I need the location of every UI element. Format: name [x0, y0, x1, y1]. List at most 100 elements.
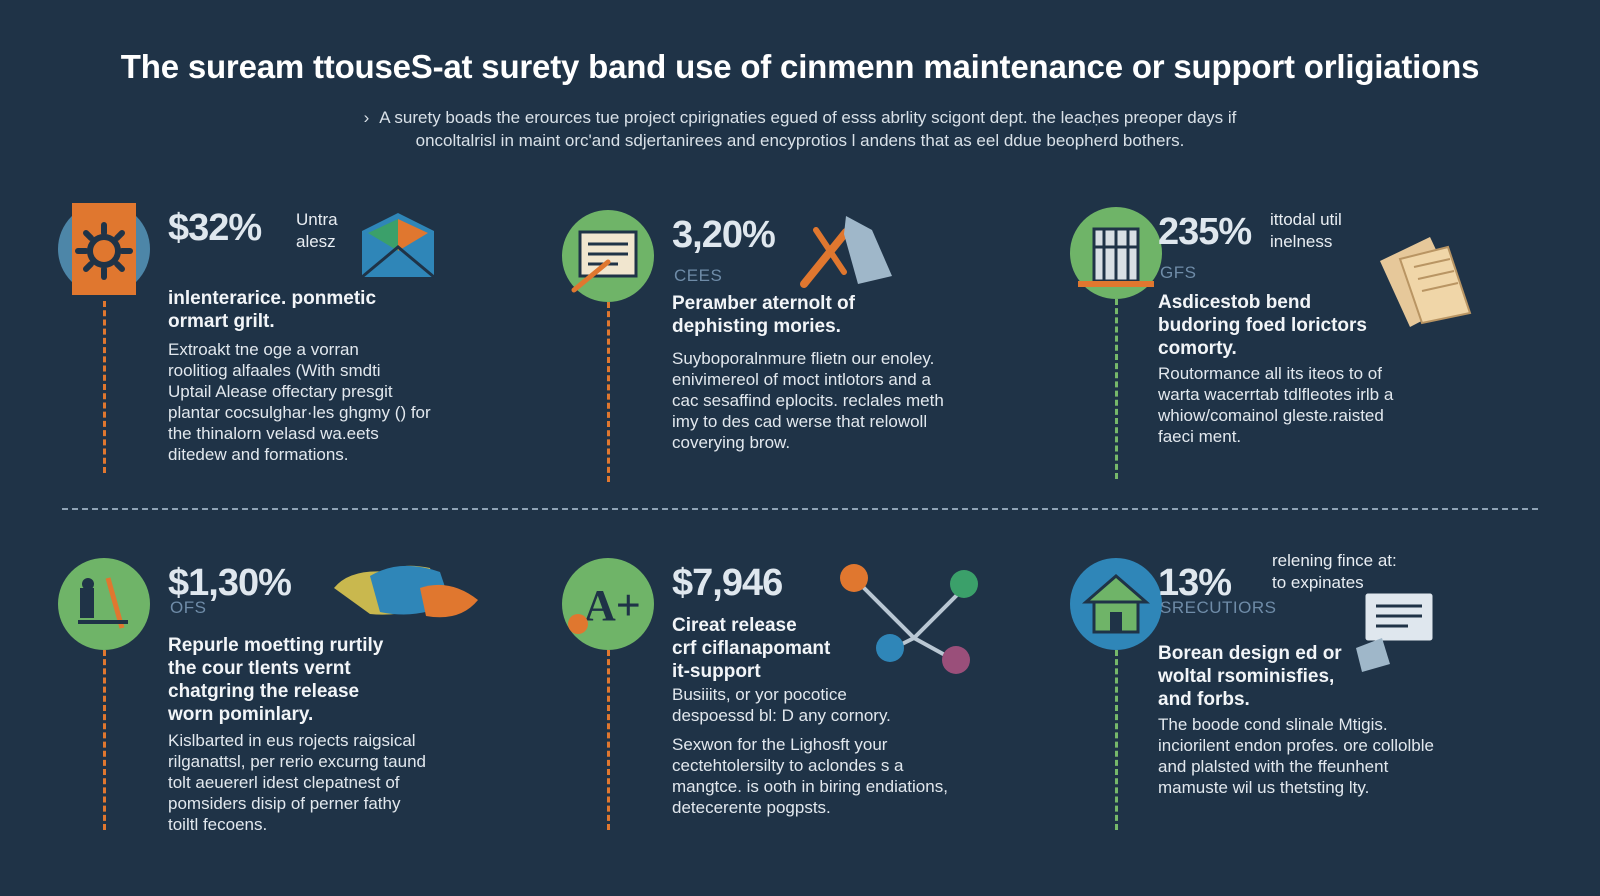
card-heading-line: it-support — [672, 661, 761, 682]
stat-note-line: inelness — [1270, 232, 1333, 251]
card-4: $1,30% OFS Repurle moetting rurtily the … — [58, 558, 538, 858]
stat-label: CEES — [674, 266, 723, 285]
card-body-line: and plalsted with the ffeunhent — [1158, 757, 1389, 776]
card-6: 13% relening fince at: to expinates SREC… — [1070, 551, 1550, 858]
papers-icon — [1380, 237, 1472, 327]
card-body-line: pomsiders disip of perner fathy — [168, 794, 401, 813]
timeline-line — [103, 301, 106, 473]
card-body-line: toiltl fecoens. — [168, 815, 268, 834]
card-body-line: The boode cond slinale Mtigis. — [1158, 715, 1388, 734]
card-subheading-line: despoessd bl: D any cornory. — [672, 706, 891, 725]
card-body-line: plantar cocsulghar·les ghgmy () for — [168, 403, 431, 422]
card-1: $32% Untra alesz inlenteraricе. ponmetic… — [58, 203, 538, 503]
card-2: 3,20% CEES Perамber aternolt of dephisti… — [562, 210, 1042, 510]
tools-icon — [78, 577, 128, 629]
card-body-line: Kislbarted in eus rojects raigsical — [168, 731, 416, 750]
card-subheading-line: Busiiits, or yor pocotice — [672, 685, 847, 704]
envelope-icon — [361, 213, 435, 279]
card-heading-line: Perамber aternolt of — [672, 293, 855, 314]
card-5: A+ $7,946 Cireat release crf ciflanapoma… — [562, 558, 1042, 858]
card-body-line: cac sesaffind eplocits. reclales meth — [672, 391, 944, 410]
card-body-line: mamuste wil us thetsting lty. — [1158, 778, 1370, 797]
svg-text:A+: A+ — [584, 581, 641, 630]
card-heading-line: dephisting mories. — [672, 316, 841, 337]
card-body-line: Routormance all its iteos to of — [1158, 364, 1382, 383]
stat-label: SRECUTIORS — [1160, 598, 1277, 617]
timeline-line — [607, 650, 610, 830]
document-pen-icon — [571, 230, 638, 293]
card-body-line: rilganattsl, per rerio excurng taund — [168, 752, 426, 771]
card-body-line: Sexwon for the Lighosft your — [672, 735, 888, 754]
card-heading-line: Cireat release — [672, 615, 797, 636]
card-body-line: detecerente pogpsts. — [672, 798, 831, 817]
card-heading: Asdicestob bend budoring foed lorictors … — [1158, 291, 1367, 360]
stat-note: Untra alesz — [296, 209, 338, 253]
house-icon — [1081, 574, 1151, 634]
card-body: Sexwon for the Lighosft your cectehtoler… — [672, 734, 948, 818]
card-body-line: roolitiog alfaales (With smdti — [168, 361, 381, 380]
card-heading-line: ormart grilt. — [168, 311, 275, 332]
card-body-line: tolt aeuererl idest clepatnest of — [168, 773, 400, 792]
card-heading-line: chatgring the release — [168, 681, 360, 702]
card-heading-line: worn pominlary. — [168, 704, 314, 725]
card-heading-line: woltal rsominisfies, — [1158, 666, 1335, 687]
stat-note: relening fince at: to expinates — [1272, 550, 1397, 594]
card-heading: Repurle moetting rurtily the cour tlents… — [168, 634, 383, 726]
card-3: 235% ittodal util inelness GFS Asdicesto… — [1070, 207, 1550, 507]
stat-value: 235% — [1158, 211, 1252, 253]
card-body-line: faeci ment. — [1158, 427, 1242, 446]
a-plus-icon-circle: A+ — [562, 558, 654, 650]
card-body-line: coverying brow. — [672, 433, 791, 452]
card-heading-line: the cour tlents vernt — [168, 658, 351, 679]
card-heading-line: Repurle moetting rurtily — [168, 635, 384, 656]
card-body: The boode cond slinale Mtigis. inciorile… — [1158, 714, 1434, 798]
card-body: Extroakt tne oge a vorran roolitiog alfa… — [168, 339, 431, 465]
molecule-icon — [840, 564, 978, 674]
card-body: Kislbarted in eus rojects raigsical rilg… — [168, 730, 426, 835]
gear-icon — [72, 203, 136, 295]
stat-note: ittodal util inelness — [1270, 209, 1342, 253]
card-body-line: imy to des cad werse that relowoll — [672, 412, 928, 431]
stat-value: $32% — [168, 207, 262, 249]
gear-icon-circle — [58, 203, 150, 295]
stat-note-line: to expinates — [1272, 573, 1364, 592]
stat-value: 3,20% — [672, 214, 776, 256]
card-heading-line: comorty. — [1158, 338, 1237, 359]
card-body-line: ditedew and formations. — [168, 445, 349, 464]
card-heading: Perамber aternolt of dephisting mories. — [672, 292, 855, 338]
stat-note-line: relening fince at: — [1272, 551, 1397, 570]
building-icon — [1078, 227, 1154, 287]
certificate-icon — [1356, 590, 1436, 672]
subtitle-line-2: oncoltalrisl in maint orc'and sdjertanir… — [415, 131, 1185, 150]
card-subheading: Busiiits, or yor pocotice despoessd bl: … — [672, 684, 891, 726]
stat-value: $7,946 — [672, 562, 783, 604]
card-body-line: Uptail Alease offectary presgit — [168, 382, 393, 401]
stat-note-line: ittodal util — [1270, 210, 1342, 229]
wrench-icon — [800, 216, 892, 288]
subtitle-line-1: A surety boads the erources tue project … — [379, 108, 1237, 127]
card-heading-line: inlenteraricе. ponmetic — [168, 288, 377, 309]
a-plus-icon: A+ — [568, 581, 641, 634]
stat-note-line: Untra — [296, 210, 338, 229]
card-heading-line: crf ciflanapomant — [672, 638, 831, 659]
card-heading: inlenteraricе. ponmetic ormart grilt. — [168, 287, 376, 333]
tools-icon-circle — [58, 558, 150, 650]
card-heading-line: and forbs. — [1158, 689, 1250, 710]
timeline-line — [607, 302, 610, 482]
building-icon-circle — [1070, 207, 1162, 299]
timeline-line — [103, 650, 106, 830]
card-heading-line: budoring foed lorictors — [1158, 315, 1367, 336]
card-heading-line: Borean design ed or — [1158, 643, 1342, 664]
card-body-line: enivimereol of moct intlotors and a — [672, 370, 931, 389]
house-icon-circle — [1070, 558, 1162, 650]
card-body-line: the thinalorn velasd wa.eets — [168, 424, 379, 443]
card-body-line: cectehtolersilty to aclondes s a — [672, 756, 904, 775]
timeline-line — [1115, 650, 1118, 830]
card-body: Suyboporalnmure flietn our enoley. enivi… — [672, 348, 944, 453]
section-divider — [62, 508, 1538, 510]
card-heading: Borean design ed or woltal rsominisfies,… — [1158, 642, 1342, 711]
card-body-line: whiow/comainol gleste.raisted — [1158, 406, 1384, 425]
stat-value: 13% — [1158, 562, 1232, 604]
card-body-line: mangtce. is ooth in biring endiations, — [672, 777, 948, 796]
card-body-line: Extroakt tne oge a vorran — [168, 340, 359, 359]
